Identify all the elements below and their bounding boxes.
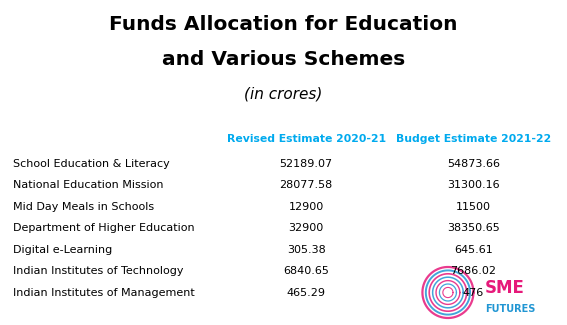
Text: 12900: 12900 (289, 202, 324, 212)
Text: 6840.65: 6840.65 (284, 266, 329, 277)
Text: SME: SME (485, 279, 524, 297)
Text: 32900: 32900 (289, 223, 324, 233)
Text: Revised Estimate 2020-21: Revised Estimate 2020-21 (227, 134, 386, 144)
Text: School Education & Literacy: School Education & Literacy (13, 159, 170, 169)
Text: National Education Mission: National Education Mission (13, 180, 163, 190)
Text: 38350.65: 38350.65 (447, 223, 500, 233)
Text: FUTURES: FUTURES (485, 305, 535, 314)
Text: Indian Institutes of Management: Indian Institutes of Management (13, 288, 195, 298)
Text: (in crores): (in crores) (244, 86, 323, 101)
Text: and Various Schemes: and Various Schemes (162, 50, 405, 69)
Text: Indian Institutes of Technology: Indian Institutes of Technology (13, 266, 184, 277)
Text: 305.38: 305.38 (287, 245, 325, 255)
Text: Budget Estimate 2021-22: Budget Estimate 2021-22 (396, 134, 551, 144)
Text: Department of Higher Education: Department of Higher Education (13, 223, 194, 233)
Text: 31300.16: 31300.16 (447, 180, 500, 190)
Text: Mid Day Meals in Schools: Mid Day Meals in Schools (13, 202, 154, 212)
Text: Digital e-Learning: Digital e-Learning (13, 245, 112, 255)
Text: 7686.02: 7686.02 (450, 266, 497, 277)
Text: 476: 476 (463, 288, 484, 298)
Text: 465.29: 465.29 (287, 288, 325, 298)
Text: 54873.66: 54873.66 (447, 159, 500, 169)
Text: 645.61: 645.61 (454, 245, 493, 255)
Text: 11500: 11500 (456, 202, 491, 212)
Text: 52189.07: 52189.07 (280, 159, 333, 169)
Text: Funds Allocation for Education: Funds Allocation for Education (109, 15, 458, 33)
Text: 28077.58: 28077.58 (280, 180, 333, 190)
